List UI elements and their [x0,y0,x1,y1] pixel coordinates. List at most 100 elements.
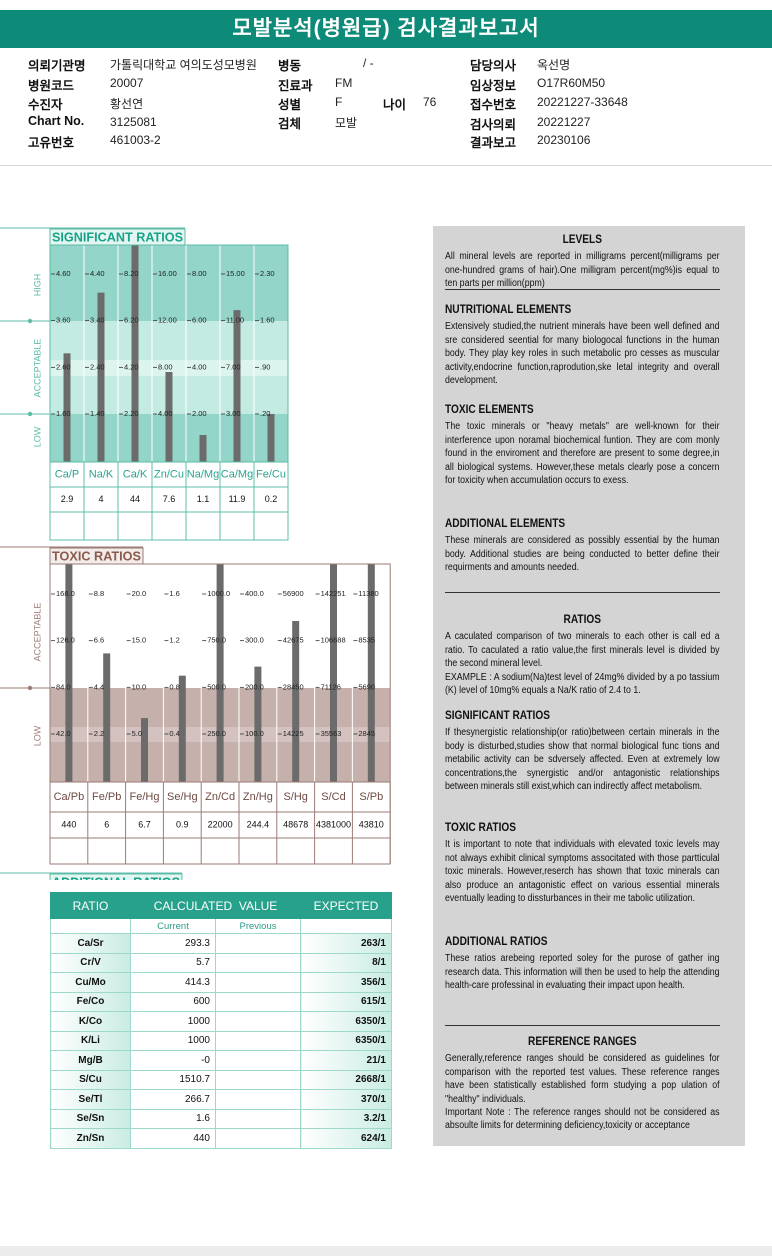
ratio-value: 244.4 [247,819,270,829]
current-value: 266.7 [130,1089,216,1110]
ratio-bar [199,435,207,462]
ratio-name: Fe/Co [50,991,131,1012]
previous-value [215,991,301,1012]
tick-label: 8.20 [124,269,139,278]
ratio-name: K/Co [50,1011,131,1032]
info-value: 가톨릭대학교 여의도성모병원 [110,58,257,72]
ratio-bar [141,718,148,782]
expected-value: 370/1 [300,1089,392,1110]
explanation-panel: LEVELS All mineral levels are reported in… [433,226,745,1146]
expected-value: 8/1 [300,952,392,973]
previous-value [215,1128,301,1149]
ratio-bar [65,564,73,782]
info-value: 20007 [110,76,144,90]
section-heading: LEVELS [562,234,602,246]
tick-label: 4.20 [124,362,139,371]
ratio-row: Se/Tl 266.7 370/1 [50,1089,392,1110]
section-text: Extensively studied,the nutrient mineral… [445,321,720,387]
tick-label: 2845 [358,729,375,738]
chart-frame [49,244,289,541]
ratio-name: Fe/Cu [256,468,286,480]
tick-label: 56900 [283,589,304,598]
zone-dot [27,411,33,417]
ratio-name: S/Hg [283,791,307,803]
tick-label: 0.8 [169,682,179,691]
ratio-name: Se/Sn [50,1108,131,1129]
ratio-row: Se/Sn 1.6 3.2/1 [50,1108,392,1129]
tick-label: 15.0 [132,636,147,645]
expected-value: 2668/1 [300,1069,392,1090]
tick-label: 12.00 [158,316,177,325]
explanation-section: TOXIC ELEMENTS The toxic minerals or "hea… [445,404,720,487]
expected-value: 263/1 [300,933,392,954]
ratio-name: Na/Mg [187,468,219,480]
tick-label: 2.30 [260,269,275,278]
ratio-bar [103,653,111,782]
ratio-bar [216,564,224,782]
bar-group [63,245,275,462]
footer-strip [0,1246,772,1256]
tick-label: 8535 [358,636,375,645]
section-heading: TOXIC ELEMENTS [445,404,534,416]
ratio-value: 11.9 [229,494,246,504]
ratio-value: 4 [98,494,103,504]
tick-label: 8.00 [158,362,173,371]
tick-label: 15.00 [226,269,245,278]
zone-band [50,360,288,376]
previous-value [215,1030,301,1051]
ratio-row: Fe/Co 600 615/1 [50,991,392,1012]
section-text: These minerals are considered as possibl… [445,535,720,574]
ratio-bar [267,414,275,462]
info-label: 고유번호 [28,136,75,150]
info-label: 담당의사 [470,59,517,73]
subheader-spacer [300,918,392,934]
tick-label: 168.0 [56,589,75,598]
tick-label: 4.4 [94,682,104,691]
panel-divider [445,1025,720,1026]
expected-value: 21/1 [300,1050,392,1071]
tick-label: 250.0 [207,729,226,738]
info-label: 진료과 [278,79,313,93]
ratio-charts: SIGNIFICANT RATIOS HIGH ACCEPTABLE LOW 4.60 3… [0,227,391,880]
current-value: 1000 [130,1011,216,1032]
subheader-cell: Current [130,918,216,934]
current-value: 293.3 [130,933,216,954]
ratio-name: Fe/Pb [92,791,121,803]
info-label: 검사의뢰 [470,118,517,132]
tick-label: 4.60 [56,269,71,278]
ratio-value: 4381000 [316,819,351,829]
ratio-bar [131,245,139,462]
tick-label: 2.20 [124,409,139,418]
explanation-section: SIGNIFICANT RATIOS If thesynergistic rela… [445,710,720,793]
tick-label: 14225 [283,729,304,738]
section-text: These ratios arebeing reported soley for… [445,953,720,992]
ratio-name: K/Li [50,1030,131,1051]
previous-value [215,1050,301,1071]
tick-label: 16.00 [158,269,177,278]
tick-label: .90 [260,362,270,371]
info-label: 나이 [383,98,407,112]
tick-label: 2.40 [90,362,105,371]
info-value: 20221227-33648 [537,95,628,109]
tick-label: 4.40 [90,269,105,278]
info-label: 의뢰기관명 [28,59,86,73]
tick-label: 10.0 [132,682,147,691]
zone-label: ACCEPTABLE [32,339,42,398]
ratio-bar [165,372,173,462]
expected-value: 615/1 [300,991,392,1012]
tick-label: 500.0 [207,682,226,691]
tick-label: 126.0 [56,636,75,645]
chart-title: TOXIC RATIOS [52,548,141,563]
ratio-bar [233,310,241,462]
ratio-value: 1.1 [197,494,210,504]
tick-label: 84.0 [56,682,71,691]
ratio-row: Mg/B -0 21/1 [50,1050,392,1071]
ratio-name: Ca/Pb [54,791,85,803]
section-text: A caculated comparison of two minerals t… [445,631,720,670]
tick-label: 7.00 [226,362,241,371]
tick-label: 106688 [321,636,346,645]
panel-divider [445,592,720,593]
subheader-cell: Previous [215,918,301,934]
tick-label: 6.20 [124,316,139,325]
